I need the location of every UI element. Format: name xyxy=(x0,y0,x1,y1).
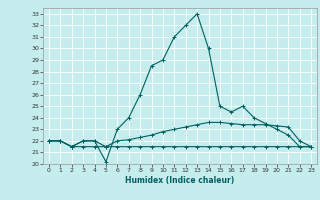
X-axis label: Humidex (Indice chaleur): Humidex (Indice chaleur) xyxy=(125,176,235,185)
